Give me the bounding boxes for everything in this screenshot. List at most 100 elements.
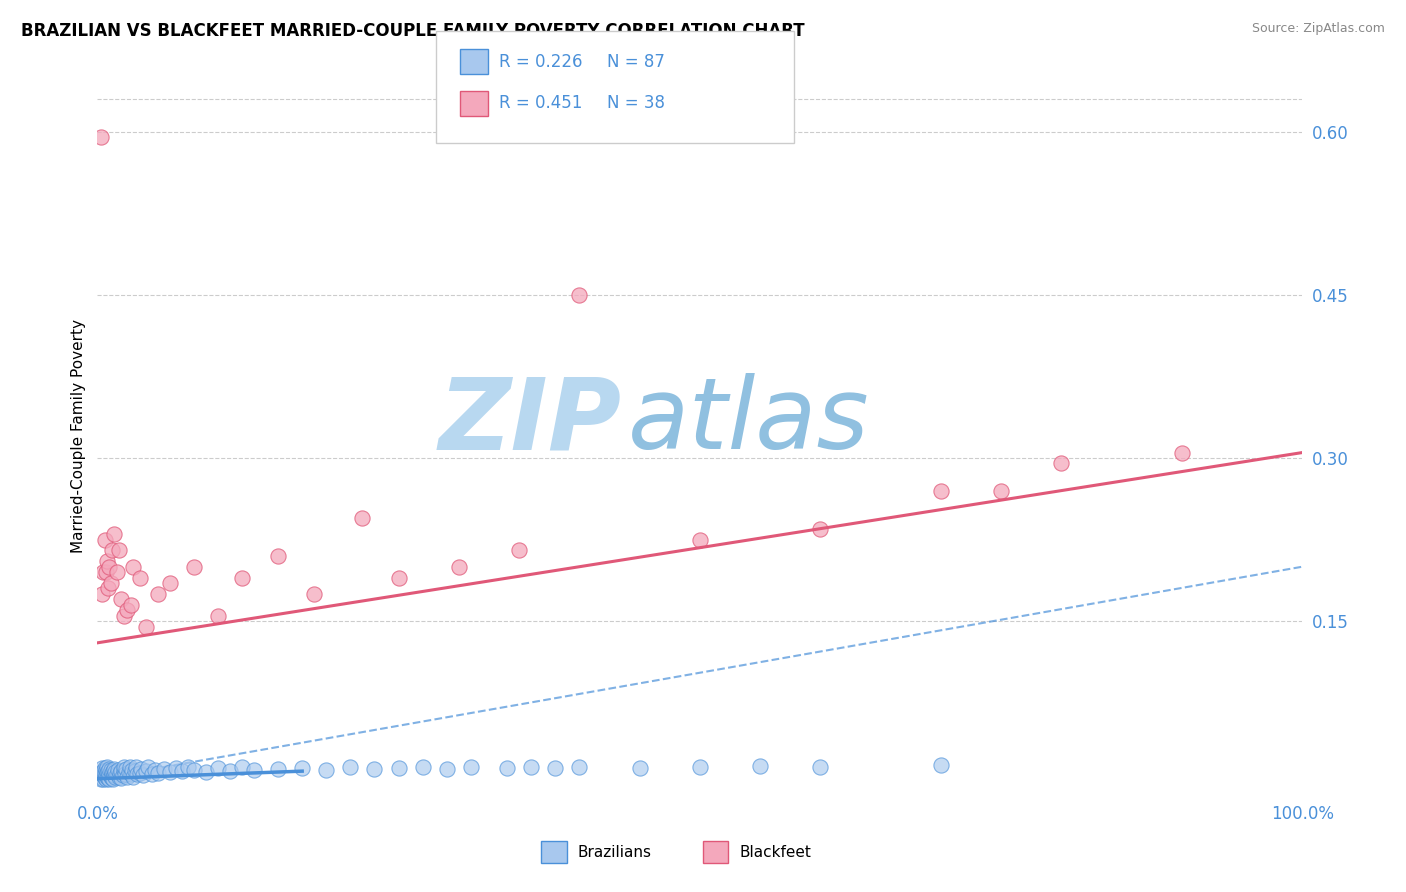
Point [127, 767, 149, 781]
Point [544, 761, 567, 775]
Point [118, 760, 141, 774]
Point [93, 764, 115, 779]
Point [101, 766, 124, 780]
Point [120, 767, 142, 781]
Point [94, 763, 117, 777]
Point [124, 764, 146, 779]
Point [1050, 457, 1073, 471]
Point [990, 483, 1012, 498]
Point [122, 770, 145, 784]
Point [93, 772, 115, 786]
Point [93, 533, 115, 547]
Point [159, 765, 181, 780]
Point [107, 763, 129, 777]
Point [96, 765, 118, 780]
Point [129, 762, 152, 776]
Point [98, 772, 121, 786]
Point [183, 559, 205, 574]
Point [112, 608, 135, 623]
Point [96, 554, 118, 568]
Point [100, 770, 122, 784]
Point [105, 565, 128, 579]
Point [243, 763, 266, 777]
Point [135, 764, 157, 779]
Point [103, 762, 125, 776]
Point [136, 760, 159, 774]
Point [387, 571, 409, 585]
Point [121, 763, 143, 777]
Point [105, 767, 128, 781]
Text: Brazilians: Brazilians [578, 845, 652, 860]
Point [103, 768, 125, 782]
Point [159, 576, 181, 591]
Point [91, 761, 114, 775]
Point [93, 771, 115, 785]
Point [115, 762, 138, 776]
Point [128, 571, 150, 585]
Point [143, 763, 166, 777]
Point [110, 771, 132, 785]
Point [412, 760, 434, 774]
Point [90, 130, 112, 145]
Text: BRAZILIAN VS BLACKFEET MARRIED-COUPLE FAMILY POVERTY CORRELATION CHART: BRAZILIAN VS BLACKFEET MARRIED-COUPLE FA… [21, 22, 804, 40]
Point [91, 587, 114, 601]
Text: N = 38: N = 38 [607, 95, 665, 112]
Point [97, 764, 120, 779]
Point [98, 559, 121, 574]
Point [207, 761, 229, 775]
Point [101, 543, 124, 558]
Point [93, 565, 115, 579]
Point [568, 288, 591, 302]
Point [122, 559, 145, 574]
Point [110, 764, 132, 779]
Point [125, 760, 148, 774]
Point [508, 543, 530, 558]
Point [363, 762, 385, 776]
Point [219, 764, 242, 779]
Point [183, 763, 205, 777]
Point [520, 760, 543, 774]
Point [93, 766, 115, 780]
Point [118, 765, 141, 780]
Point [93, 761, 115, 775]
Point [170, 764, 193, 779]
Point [112, 763, 135, 777]
Point [231, 760, 253, 774]
Point [207, 608, 229, 623]
Text: R = 0.451: R = 0.451 [499, 95, 582, 112]
Point [689, 533, 711, 547]
Point [117, 770, 139, 784]
Point [146, 766, 169, 780]
Text: atlas: atlas [627, 374, 869, 470]
Text: Source: ZipAtlas.com: Source: ZipAtlas.com [1251, 22, 1385, 36]
Point [141, 767, 163, 781]
Point [387, 761, 409, 775]
Point [100, 763, 122, 777]
Point [98, 762, 121, 776]
Point [447, 559, 470, 574]
Text: Blackfeet: Blackfeet [740, 845, 811, 860]
Point [146, 587, 169, 601]
Point [689, 760, 711, 774]
Y-axis label: Married-Couple Family Poverty: Married-Couple Family Poverty [72, 319, 86, 553]
Point [128, 766, 150, 780]
Point [568, 760, 591, 774]
Point [291, 761, 314, 775]
Point [267, 762, 290, 776]
Point [120, 598, 142, 612]
Point [91, 766, 114, 780]
Point [352, 510, 374, 524]
Point [96, 770, 118, 784]
Point [929, 483, 952, 498]
Point [231, 571, 253, 585]
Point [460, 760, 482, 774]
Point [96, 760, 118, 774]
Point [110, 592, 132, 607]
Point [101, 772, 124, 786]
Point [177, 760, 200, 774]
Point [749, 758, 772, 772]
Point [94, 772, 117, 786]
Point [103, 527, 125, 541]
Point [808, 522, 831, 536]
Point [108, 770, 131, 784]
